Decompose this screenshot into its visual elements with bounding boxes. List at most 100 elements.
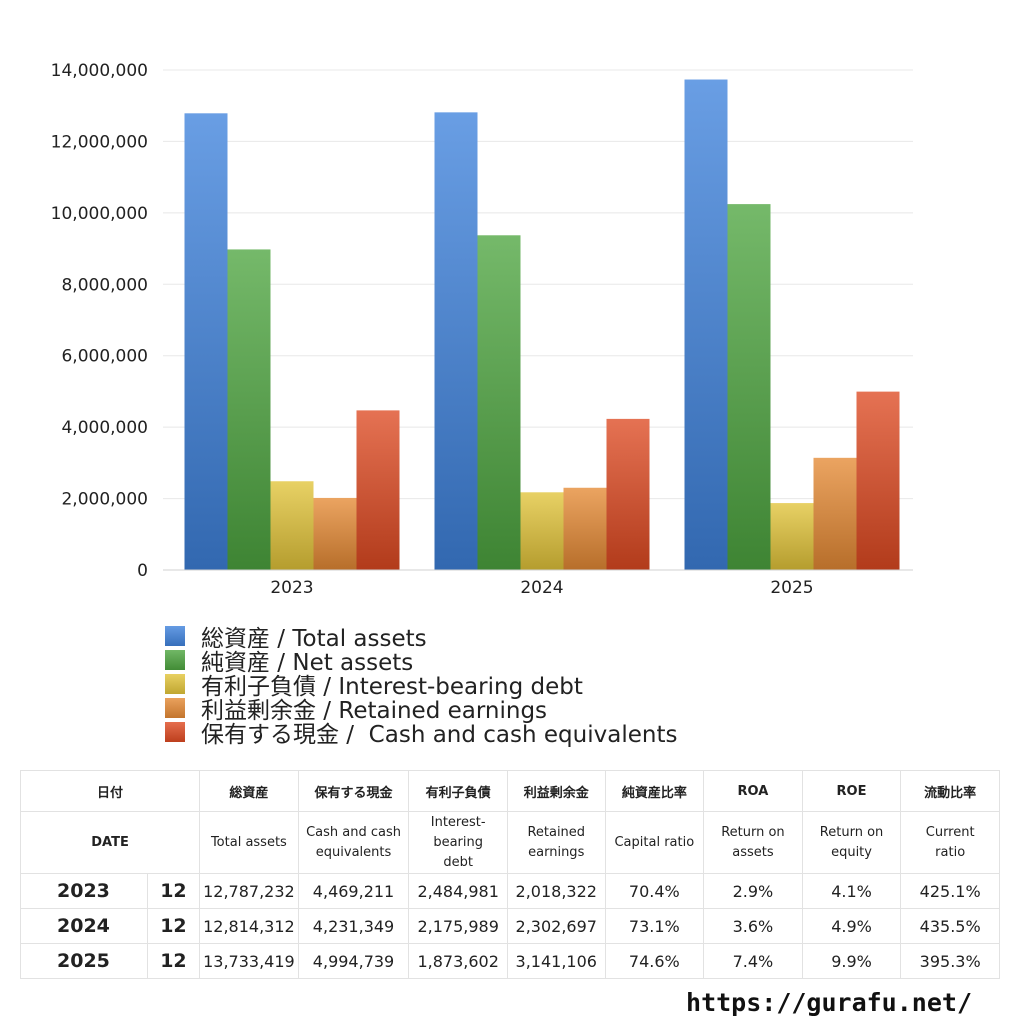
- cell-current-ratio: 435.5%: [900, 908, 1000, 944]
- header-retained-en: Retained earnings: [506, 811, 606, 874]
- cell-current-ratio: 395.3%: [900, 943, 1000, 979]
- y-tick-label: 6,000,000: [61, 347, 148, 367]
- bar-2023-series-0: [184, 113, 228, 570]
- legend-item: 純資産 / Net assets: [165, 648, 677, 676]
- header-capital-ratio-en: Capital ratio: [604, 811, 705, 874]
- cell-cash: 4,231,349: [297, 908, 410, 944]
- cell-capital-ratio: 73.1%: [604, 908, 705, 944]
- y-tick-label: 14,000,000: [51, 61, 148, 81]
- legend-item: 利益剰余金 / Retained earnings: [165, 696, 677, 724]
- cell-total-assets: 13,733,419: [199, 943, 299, 979]
- bar-2023-series-4: [356, 410, 400, 570]
- cell-retained: 2,018,322: [506, 873, 606, 909]
- cell-total-assets: 12,814,312: [199, 908, 299, 944]
- legend-label: 有利子負債 / Interest-bearing debt: [201, 674, 583, 700]
- cell-year: 2023: [20, 873, 148, 909]
- legend-label: 純資産 / Net assets: [201, 650, 414, 676]
- bar-2024-series-3: [563, 487, 607, 570]
- bar-2023-series-3: [313, 497, 357, 570]
- cell-debt: 2,484,981: [408, 873, 508, 909]
- table-row: 2025 12 13,733,419 4,994,739 1,873,602 3…: [20, 943, 1000, 979]
- legend-swatch: [165, 674, 185, 694]
- legend-swatch: [165, 698, 185, 718]
- table-header-jp: 日付 総資産 保有する現金 有利子負債 利益剰余金 純資産比率 ROA ROE …: [19, 770, 1000, 812]
- table-row: 2024 12 12,814,312 4,231,349 2,175,989 2…: [20, 908, 1000, 944]
- legend-swatch: [165, 626, 185, 646]
- legend-item: 有利子負債 / Interest-bearing debt: [165, 672, 677, 700]
- table-row: 2023 12 12,787,232 4,469,211 2,484,981 2…: [20, 873, 1000, 909]
- x-tick-label: 2023: [270, 578, 313, 598]
- x-tick-label: 2024: [520, 578, 563, 598]
- y-tick-label: 2,000,000: [61, 490, 148, 510]
- y-tick-label: 0: [137, 561, 148, 581]
- cell-retained: 2,302,697: [506, 908, 606, 944]
- header-roe-en: Return on equity: [801, 811, 902, 874]
- header-capital-ratio-jp: 純資産比率: [604, 770, 705, 812]
- cell-year: 2025: [20, 943, 148, 979]
- y-tick-label: 8,000,000: [61, 275, 148, 295]
- header-cash-en: Cash and cash equivalents: [297, 811, 410, 874]
- cell-roe: 9.9%: [801, 943, 902, 979]
- bar-2024-series-4: [606, 418, 650, 570]
- x-axis: 2023 2024 2025: [163, 569, 913, 598]
- y-tick-label: 12,000,000: [51, 132, 148, 152]
- cell-roa: 3.6%: [703, 908, 803, 944]
- legend-label: 総資産 / Total assets: [201, 626, 427, 652]
- header-retained-jp: 利益剰余金: [506, 770, 606, 812]
- cell-cash: 4,994,739: [297, 943, 410, 979]
- table-header-en: DATE Total assets Cash and cash equivale…: [19, 811, 1000, 874]
- cell-debt: 2,175,989: [408, 908, 508, 944]
- cell-capital-ratio: 70.4%: [604, 873, 705, 909]
- bars: [184, 79, 900, 571]
- bar-2024-series-1: [477, 235, 521, 571]
- legend-label: 利益剰余金 / Retained earnings: [201, 698, 548, 724]
- site-url[interactable]: https://gurafu.net/: [686, 988, 972, 1017]
- header-debt-en: Interest- bearing debt: [408, 811, 508, 874]
- header-current-ratio-en: Current ratio: [900, 811, 1000, 874]
- cell-debt: 1,873,602: [408, 943, 508, 979]
- legend-swatch: [165, 650, 185, 670]
- cell-roa: 7.4%: [703, 943, 803, 979]
- financial-table: 日付 総資産 保有する現金 有利子負債 利益剰余金 純資産比率 ROA ROE …: [19, 770, 1000, 979]
- legend-item: 総資産 / Total assets: [165, 624, 677, 652]
- y-axis: 0 2,000,000 4,000,000 6,000,000 8,000,000 10,…: [51, 61, 148, 581]
- bar-2025-series-3: [813, 457, 857, 570]
- y-tick-label: 10,000,000: [51, 204, 148, 224]
- cell-roe: 4.9%: [801, 908, 902, 944]
- header-total-assets-jp: 総資産: [199, 770, 299, 812]
- cell-retained: 3,141,106: [506, 943, 606, 979]
- cell-month: 12: [146, 873, 201, 909]
- header-debt-jp: 有利子負債: [408, 770, 508, 812]
- bar-2025-series-1: [727, 204, 771, 570]
- header-roa-en: Return on assets: [703, 811, 803, 874]
- legend: 総資産 / Total assets 純資産 / Net assets 有利子負債 …: [165, 624, 677, 748]
- legend-label: 保有する現金 / Cash and cash equivalents: [201, 722, 678, 748]
- cell-month: 12: [146, 908, 201, 944]
- bar-2023-series-2: [270, 481, 314, 570]
- cell-roa: 2.9%: [703, 873, 803, 909]
- bar-2025-series-2: [770, 503, 814, 570]
- bar-2024-series-0: [434, 112, 478, 570]
- bar-2024-series-2: [520, 492, 564, 570]
- bar-2025-series-0: [684, 79, 728, 570]
- bar-chart: 0 2,000,000 4,000,000 6,000,000 8,000,000 10,…: [51, 61, 913, 598]
- header-date-jp: 日付: [19, 770, 201, 812]
- legend-item: 保有する現金 / Cash and cash equivalents: [165, 720, 677, 748]
- cell-month: 12: [146, 943, 201, 979]
- header-cash-jp: 保有する現金: [297, 770, 410, 812]
- cell-roe: 4.1%: [801, 873, 902, 909]
- header-roa: ROA: [703, 770, 803, 812]
- cell-capital-ratio: 74.6%: [604, 943, 705, 979]
- cell-year: 2024: [20, 908, 148, 944]
- y-tick-label: 4,000,000: [61, 418, 148, 438]
- cell-total-assets: 12,787,232: [199, 873, 299, 909]
- bar-2025-series-4: [856, 391, 900, 570]
- cell-current-ratio: 425.1%: [900, 873, 1000, 909]
- bar-2023-series-1: [227, 249, 271, 570]
- header-total-assets-en: Total assets: [199, 811, 299, 874]
- header-current-ratio-jp: 流動比率: [900, 770, 1000, 812]
- cell-cash: 4,469,211: [297, 873, 410, 909]
- header-date-en: DATE: [19, 811, 201, 874]
- x-tick-label: 2025: [770, 578, 813, 598]
- header-roe: ROE: [801, 770, 902, 812]
